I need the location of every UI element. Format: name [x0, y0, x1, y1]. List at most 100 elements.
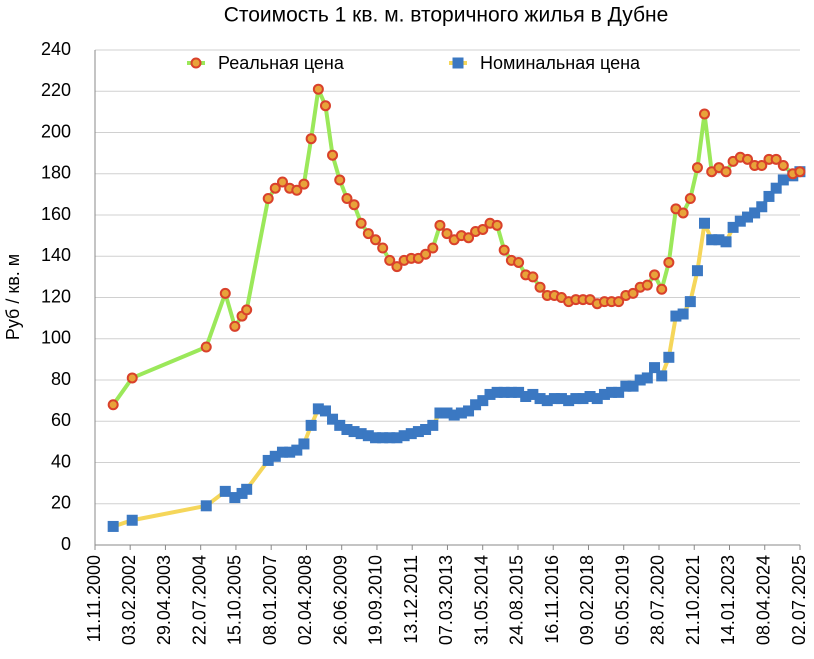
data-point	[720, 166, 732, 178]
data-point	[241, 304, 253, 316]
data-point	[649, 362, 661, 374]
legend-marker	[190, 57, 202, 69]
data-point	[749, 207, 761, 219]
data-point	[319, 405, 331, 417]
data-point	[370, 234, 382, 246]
data-point	[420, 248, 432, 260]
data-point	[291, 184, 303, 196]
x-tick-label: 07.03.2013	[436, 555, 456, 645]
data-point	[627, 380, 639, 392]
data-point	[656, 283, 668, 295]
data-point	[699, 108, 711, 120]
data-point	[677, 308, 689, 320]
y-tick-label: 120	[41, 286, 71, 306]
data-point	[527, 271, 539, 283]
data-point	[463, 232, 475, 244]
data-point	[663, 351, 675, 363]
data-point	[348, 199, 360, 211]
data-point	[200, 500, 212, 512]
data-point	[327, 149, 339, 161]
y-tick-label: 60	[51, 410, 71, 430]
x-tick-label: 13.12.2011	[401, 555, 421, 644]
y-tick-label: 180	[41, 163, 71, 183]
x-tick-label: 16.11.2016	[542, 555, 562, 644]
data-point	[319, 100, 331, 112]
data-point	[391, 261, 403, 273]
x-tick-label: 08.01.2007	[260, 555, 280, 645]
data-point	[649, 269, 661, 281]
y-axis-label: Руб / кв. м	[3, 254, 23, 340]
y-tick-label: 200	[41, 121, 71, 141]
data-point	[200, 341, 212, 353]
y-tick-label: 100	[41, 328, 71, 348]
y-tick-label: 0	[61, 534, 71, 554]
data-point	[362, 228, 374, 240]
data-point	[613, 296, 625, 308]
series-line	[112, 169, 801, 529]
data-point	[384, 254, 396, 266]
data-point	[641, 372, 653, 384]
y-tick-label: 220	[41, 80, 71, 100]
data-point	[126, 372, 138, 384]
data-point	[663, 256, 675, 268]
data-point	[477, 223, 489, 235]
data-point	[794, 166, 806, 178]
data-point	[219, 287, 231, 299]
data-point	[107, 520, 119, 532]
data-point	[691, 162, 703, 174]
x-tick-label: 24.08.2015	[507, 555, 527, 645]
y-tick-label: 40	[51, 451, 71, 471]
data-point	[291, 444, 303, 456]
data-point	[770, 153, 782, 165]
y-tick-label: 160	[41, 204, 71, 224]
chart-title: Стоимость 1 кв. м. вторичного жилья в Ду…	[224, 4, 669, 27]
x-tick-label: 14.01.2023	[718, 555, 738, 645]
data-point	[677, 207, 689, 219]
data-point	[434, 219, 446, 231]
x-tick-label: 02.07.2025	[789, 555, 809, 645]
data-point	[312, 83, 324, 95]
x-tick-label: 08.04.2024	[753, 555, 773, 645]
data-point	[777, 160, 789, 171]
data-point	[641, 279, 653, 291]
data-point	[720, 236, 732, 248]
data-point	[441, 228, 453, 240]
x-tick-label: 05.05.2019	[612, 555, 632, 645]
data-point	[656, 370, 668, 382]
data-point	[355, 217, 367, 229]
data-point	[691, 265, 703, 277]
data-point	[534, 281, 546, 293]
x-tick-label: 31.05.2014	[471, 555, 491, 645]
data-point	[742, 153, 754, 165]
x-tick-label: 02.04.2008	[295, 555, 315, 645]
data-point	[427, 419, 439, 431]
data-point	[770, 182, 782, 194]
data-point	[427, 242, 439, 254]
data-point	[107, 399, 119, 411]
data-point	[498, 244, 510, 256]
legend-label: Номинальная цена	[480, 53, 641, 73]
data-point	[276, 176, 288, 188]
data-point	[613, 386, 625, 398]
x-tick-label: 03.02.2002	[119, 555, 139, 645]
data-point	[377, 242, 389, 254]
x-tick-label: 15.10.2005	[225, 555, 245, 645]
legend-marker	[452, 57, 464, 69]
x-tick-label: 11.11.2000	[84, 555, 104, 642]
data-point	[777, 174, 789, 186]
data-point	[763, 190, 775, 202]
data-point	[298, 178, 310, 190]
data-point	[477, 395, 489, 407]
data-point	[269, 182, 281, 194]
data-point	[727, 221, 739, 233]
data-point	[341, 193, 353, 204]
series-line	[111, 87, 801, 406]
x-tick-label: 29.04.2003	[154, 555, 174, 645]
data-point	[219, 485, 231, 497]
data-point	[491, 219, 503, 231]
data-point	[627, 287, 639, 299]
data-point	[684, 193, 696, 204]
x-tick-label: 26.06.2009	[330, 555, 350, 645]
x-tick-label: 21.10.2021	[683, 555, 703, 645]
